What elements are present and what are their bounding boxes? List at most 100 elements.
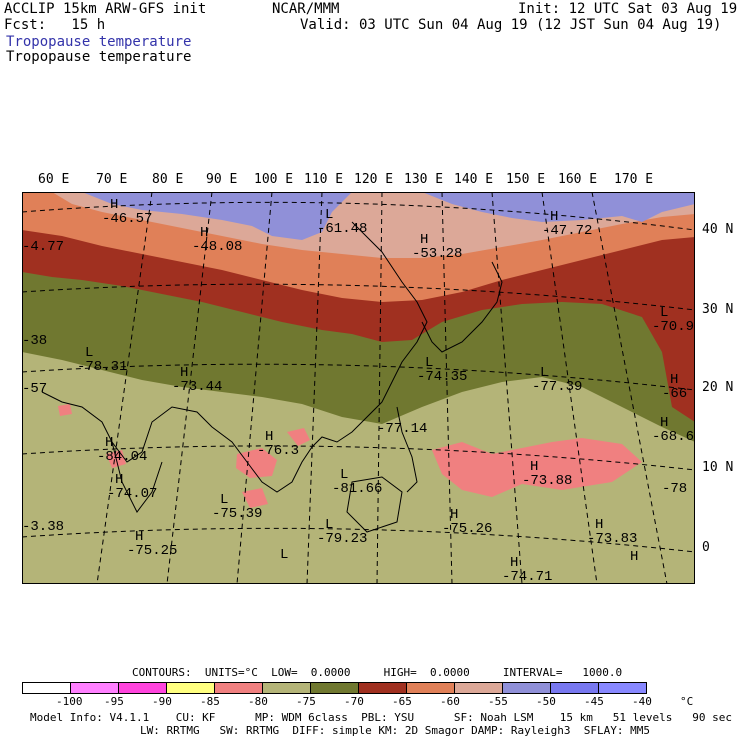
extremum-marker: L	[325, 517, 333, 533]
lon-line-140	[491, 192, 523, 584]
cold-patch-minus-80-6	[58, 404, 72, 416]
lon-line-80	[96, 192, 153, 584]
extremum-marker: L	[340, 467, 348, 483]
extremum-value: -74.35	[417, 369, 467, 385]
extremum-marker: H	[110, 197, 118, 213]
extremum-value: -66	[662, 386, 687, 402]
lon-label: 120 E	[354, 172, 394, 187]
extremum-marker: L	[540, 365, 548, 381]
extremum-value: -75.26	[442, 521, 492, 537]
extremum-value: -73.44	[172, 379, 222, 395]
legend-swatch	[166, 682, 215, 694]
init-time: Init: 12 UTC Sat 03 Aug 19	[518, 1, 738, 17]
extremum-marker: H	[530, 459, 538, 475]
extremum-marker: H	[420, 232, 428, 248]
legend-label: -100	[56, 695, 83, 708]
lon-label: 110 E	[304, 172, 344, 187]
lat-label: 0	[702, 540, 710, 555]
asia-coast	[41, 221, 428, 493]
lon-label: 70 E	[96, 172, 128, 187]
model-info: Model Info: V4.1.1 CU: KF MP: WDM 6class…	[30, 711, 732, 724]
extremum-marker: H	[550, 209, 558, 225]
lon-label: 130 E	[404, 172, 444, 187]
lon-label: 80 E	[152, 172, 184, 187]
extremum-value: -73.83	[587, 531, 637, 547]
extremum-marker: H	[105, 435, 113, 451]
extremum-value: -53.28	[412, 246, 462, 262]
contours-info: CONTOURS: UNITS=°C LOW= 0.0000 HIGH= 0.0…	[132, 666, 623, 679]
lon-line-150	[541, 192, 598, 584]
lon-label: 100 E	[254, 172, 294, 187]
center-label: NCAR/MMM	[272, 1, 340, 17]
india-coast	[111, 441, 163, 513]
lon-label: 140 E	[454, 172, 494, 187]
extremum-value: -81.66	[332, 481, 382, 497]
forecast-hour: Fcst: 15 h	[4, 17, 106, 33]
lat-label: 40 N	[702, 222, 734, 237]
legend-label: -95	[104, 695, 124, 708]
lat-line-20	[22, 363, 695, 391]
graticule	[22, 192, 695, 584]
legend-swatch	[70, 682, 119, 694]
extremum-value: -78	[662, 481, 687, 497]
lon-line-100	[236, 192, 273, 584]
legend-swatch	[118, 682, 167, 694]
extremum-marker: L	[425, 355, 433, 371]
lat-line-0	[22, 527, 695, 553]
lon-label: 160 E	[558, 172, 598, 187]
legend-label: -80	[248, 695, 268, 708]
map-annotations: H-46.57H-48.08L-61.48H-53.28H-47.72-4.77…	[22, 197, 694, 584]
legend-swatch	[358, 682, 407, 694]
valid-time: Valid: 03 UTC Sun 04 Aug 19 (12 JST Sun …	[300, 17, 722, 33]
legend-swatch	[310, 682, 359, 694]
cold-patch-minus-80-2	[236, 448, 277, 478]
extremum-value: -73.88	[522, 473, 572, 489]
lon-label: 60 E	[38, 172, 70, 187]
coastlines	[41, 221, 503, 533]
lon-label: 90 E	[206, 172, 238, 187]
extremum-marker: H	[510, 555, 518, 571]
extremum-value: -57	[22, 381, 47, 397]
lat-line-40	[22, 201, 695, 231]
extremum-marker: H	[450, 507, 458, 523]
band-minus-50	[82, 192, 352, 240]
extremum-value: -78.31	[77, 359, 127, 375]
legend-label: -85	[200, 695, 220, 708]
extremum-value: -76.3	[257, 443, 299, 459]
field-title-primary: Tropopause temperature	[6, 34, 192, 50]
extremum-value: -75.25	[127, 543, 177, 559]
legend-swatch	[262, 682, 311, 694]
extremum-value: -46.57	[102, 211, 152, 227]
extremum-marker: H	[595, 517, 603, 533]
legend-label: -65	[392, 695, 412, 708]
legend-swatch	[406, 682, 455, 694]
legend-label: -60	[440, 695, 460, 708]
philippines-coast	[396, 406, 418, 493]
legend-swatch	[214, 682, 263, 694]
legend-label: -75	[296, 695, 316, 708]
extremum-value: -84.04	[97, 449, 147, 465]
legend-label: -40	[632, 695, 652, 708]
extremum-marker: H	[180, 365, 188, 381]
extremum-value: -4.77	[22, 239, 64, 255]
extremum-value: -48.08	[192, 239, 242, 255]
field-title-secondary: Tropopause temperature	[6, 49, 192, 65]
extremum-marker: H	[630, 549, 638, 565]
extremum-marker: H	[670, 372, 678, 388]
legend-swatch	[454, 682, 503, 694]
lon-line-160	[591, 192, 668, 584]
legend-swatch	[550, 682, 599, 694]
lat-line-30	[22, 283, 695, 311]
extremum-value: -75.39	[212, 506, 262, 522]
extremum-value: -68.6	[652, 429, 694, 445]
lon-label: 150 E	[506, 172, 546, 187]
borneo-coast	[346, 476, 403, 533]
legend-label: -55	[488, 695, 508, 708]
extremum-marker: H	[660, 415, 668, 431]
lat-line-10	[22, 445, 695, 471]
extremum-marker: H	[200, 225, 208, 241]
cold-patch-minus-80-3	[287, 428, 310, 446]
map-frame	[22, 192, 695, 584]
extremum-value: -70.9	[652, 319, 694, 335]
lat-label: 30 N	[702, 302, 734, 317]
